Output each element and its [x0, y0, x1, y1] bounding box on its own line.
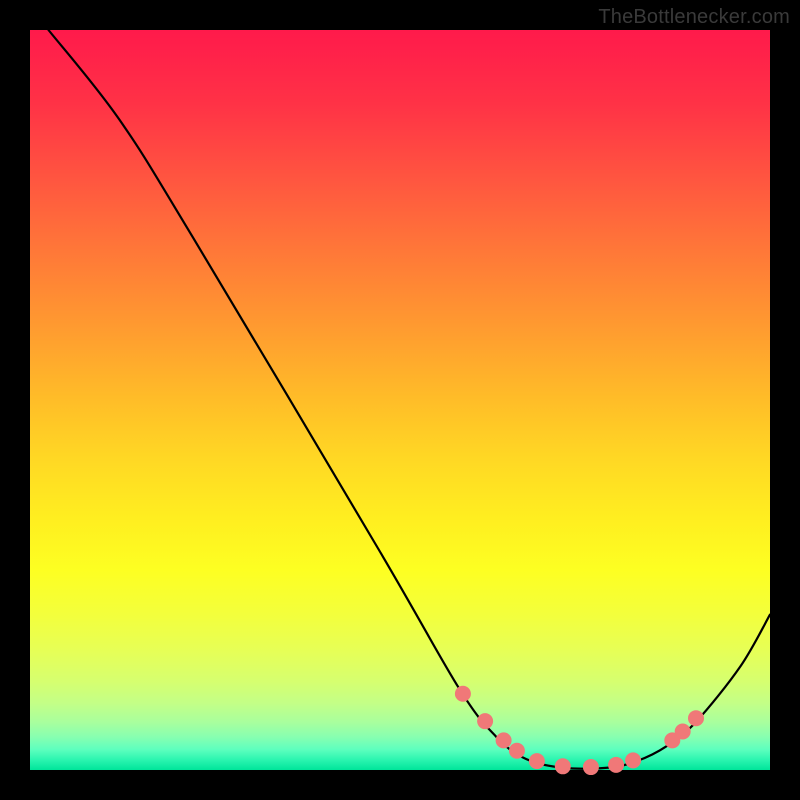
curve-marker	[529, 753, 545, 769]
bottleneck-chart	[0, 0, 800, 800]
curve-marker	[583, 759, 599, 775]
curve-marker	[625, 752, 641, 768]
chart-container: TheBottlenecker.com	[0, 0, 800, 800]
watermark-text: TheBottlenecker.com	[598, 6, 790, 29]
curve-marker	[455, 686, 471, 702]
curve-marker	[555, 758, 571, 774]
curve-marker	[688, 710, 704, 726]
curve-marker	[509, 743, 525, 759]
plot-background	[30, 30, 770, 770]
curve-marker	[496, 732, 512, 748]
curve-marker	[477, 713, 493, 729]
curve-marker	[608, 757, 624, 773]
curve-marker	[675, 724, 691, 740]
